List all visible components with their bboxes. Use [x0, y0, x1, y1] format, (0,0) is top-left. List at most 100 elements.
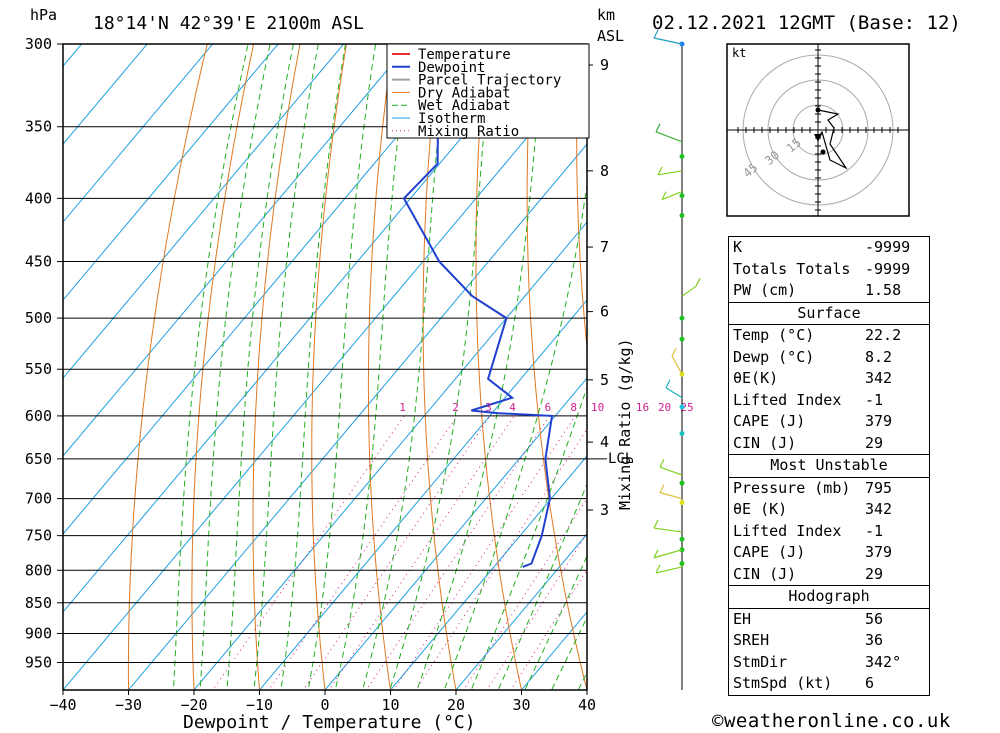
hodograph-unit: kt	[732, 46, 746, 60]
y-tick-label: 950	[25, 653, 52, 671]
x-tick-label: 30	[512, 696, 530, 714]
wind-barb-flag	[659, 484, 665, 493]
wind-barb-flag	[653, 29, 659, 39]
dry-adiabat-line	[947, 26, 1000, 716]
wind-level-dot	[679, 404, 685, 410]
wind-barb-flag	[653, 549, 659, 559]
mixing-ratio-line	[268, 415, 458, 690]
mixing-ratio-label: 2	[452, 401, 459, 414]
y-tick-label: 400	[25, 189, 52, 207]
hodograph-stat-label: StmSpd (kt)	[733, 674, 833, 692]
height-tick-label: 9	[600, 56, 609, 74]
surface-label: CAPE (J)	[733, 412, 806, 430]
hodograph-stat-value: 342°	[865, 652, 902, 671]
index-value: -9999	[865, 259, 911, 278]
wind-barb-flag	[665, 379, 671, 388]
wet-adiabat-line	[470, 385, 587, 690]
isotherm-line	[63, 44, 214, 223]
isotherm-line	[258, 299, 587, 690]
wind-level-dot	[679, 213, 685, 219]
wet-adiabat-line	[416, 44, 545, 690]
wind-barb	[659, 466, 683, 476]
y-tick-label: 450	[25, 253, 52, 271]
index-label: K	[733, 238, 743, 256]
isotherm-line	[389, 455, 587, 690]
mixing-ratio-label: 6	[544, 401, 551, 414]
dry-adiabat-line	[993, 26, 1000, 716]
legend-label: Mixing Ratio	[418, 124, 519, 140]
hodograph-stat-row: EH 56	[729, 609, 929, 631]
dry-adiabat-line	[576, 44, 587, 353]
surface-value: 379	[865, 412, 893, 430]
most-unstable-label: θE (K)	[733, 500, 788, 518]
height-tick-label: 3	[600, 501, 609, 519]
hodograph-stat-label: SREH	[733, 631, 770, 649]
x-tick-label: −40	[49, 696, 76, 714]
height-tick-label: 6	[600, 303, 609, 321]
wet-adiabat-line	[389, 44, 493, 690]
isotherm-line	[63, 44, 148, 145]
dry-adiabat-line	[625, 26, 727, 716]
y-tick-label: 300	[25, 35, 52, 53]
most-unstable-row: Lifted Index -1	[729, 521, 929, 543]
wet-adiabat-line	[172, 44, 249, 690]
copyright: ©weatheronline.co.uk	[712, 710, 951, 732]
most-unstable-label: CAPE (J)	[733, 543, 806, 561]
y-tick-label: 800	[25, 561, 52, 579]
x-tick-label: −10	[246, 696, 273, 714]
x-tick-label: 20	[447, 696, 465, 714]
dry-adiabat-line	[191, 44, 255, 690]
x-tick-label: 0	[320, 696, 329, 714]
mixing-ratio-label: 3	[485, 401, 492, 414]
wind-barb-flag	[659, 458, 665, 468]
isotherm-line	[455, 533, 587, 690]
wind-level-dot	[679, 315, 685, 321]
hodograph-stat-label: StmDir	[733, 652, 788, 671]
hodograph-heading: Hodograph	[729, 585, 929, 609]
surface-heading: Surface	[729, 301, 929, 325]
wind-barb	[653, 549, 683, 559]
km-label: km	[597, 6, 615, 24]
index-row: PW (cm) 1.58	[729, 280, 929, 302]
x-tick-label: −30	[115, 696, 142, 714]
y-tick-label: 700	[25, 490, 52, 508]
index-label: PW (cm)	[733, 281, 797, 299]
most-unstable-value: 29	[865, 564, 884, 583]
wet-adiabat-line	[307, 44, 377, 690]
legend-label: Dry Adiabat	[418, 85, 511, 101]
most-unstable-row: CIN (J) 29	[729, 564, 929, 586]
y-tick-label: 900	[25, 624, 52, 642]
surface-label: Dewp (°C)	[733, 347, 815, 366]
wind-barb	[653, 37, 683, 45]
most-unstable-row: CAPE (J) 379	[729, 542, 929, 564]
wet-adiabat-line	[443, 181, 587, 690]
dry-adiabat-line	[422, 44, 457, 690]
mixing-ratio-label: 8	[570, 401, 577, 414]
wet-adiabat-line	[280, 44, 347, 690]
y-tick-label: 350	[25, 118, 52, 136]
hodograph-stat-row: StmDir 342°	[729, 652, 929, 674]
most-unstable-heading: Most Unstable	[729, 454, 929, 478]
most-unstable-value: 342	[865, 500, 893, 518]
wet-adiabat-line	[199, 44, 271, 690]
surface-row: Lifted Index -1	[729, 390, 929, 412]
mixing-ratio-line	[328, 415, 515, 690]
wet-adiabat-line	[226, 44, 294, 690]
height-tick-label: 5	[600, 371, 609, 389]
hodograph-stat-value: 56	[865, 609, 884, 628]
surface-value: 8.2	[865, 347, 893, 366]
legend-label: Wet Adiabat	[418, 98, 511, 114]
index-value: -9999	[865, 238, 911, 256]
mixing-ratio-line	[365, 415, 550, 690]
hodograph-stat-row: SREH 36	[729, 630, 929, 652]
mixing-ratio-label: 25	[680, 401, 693, 414]
wind-barb	[671, 355, 683, 375]
most-unstable-row: θE (K) 342	[729, 499, 929, 521]
wind-barb	[655, 131, 683, 143]
x-axis-title: Dewpoint / Temperature (°C)	[183, 712, 476, 733]
wet-adiabat-line	[362, 44, 449, 690]
dewpoint-profile	[402, 44, 554, 568]
surface-row: θE(K) 342	[729, 368, 929, 390]
